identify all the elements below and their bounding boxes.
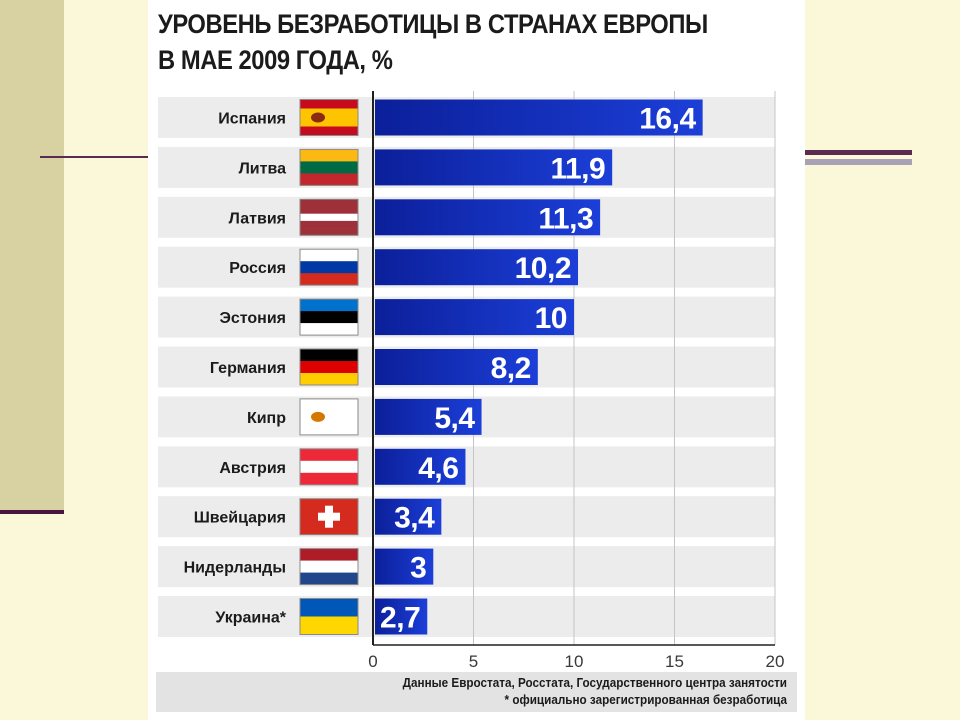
bar-value-label: 16,4	[639, 103, 696, 136]
flag-stripe	[300, 273, 358, 286]
decorative-line	[804, 150, 912, 155]
row-background	[158, 446, 775, 488]
bar	[375, 99, 703, 136]
flag-stripe	[300, 448, 358, 462]
bar	[375, 249, 579, 286]
flag-stripe	[300, 228, 358, 236]
category-label: Эстония	[219, 310, 286, 327]
category-label: Украина*	[215, 610, 286, 627]
flag-stripe	[300, 206, 358, 214]
chart-title: УРОВЕНЬ БЕЗРАБОТИЦЫ В СТРАНАХ ЕВРОПЫ В М…	[158, 6, 721, 78]
flag-stripe	[300, 572, 358, 585]
flag-stripe	[300, 149, 358, 162]
category-label: Германия	[210, 360, 286, 377]
x-tick-label: 15	[665, 652, 684, 671]
bar-value-label: 8,2	[491, 352, 531, 385]
flag-stripe	[300, 173, 358, 186]
flag-cross	[325, 505, 333, 528]
infographic-card: УРОВЕНЬ БЕЗРАБОТИЦЫ В СТРАНАХ ЕВРОПЫ В М…	[148, 0, 805, 720]
flag-stripe	[300, 598, 358, 617]
bar-value-label: 11,9	[550, 152, 605, 185]
bar-chart: 0 5 10 15 20 Испания 16,4 Литва 11,9 Латвия 11,3 Ро…	[158, 91, 785, 671]
category-label: Нидерланды	[184, 560, 286, 577]
flag-stripe	[300, 373, 358, 386]
flag-border	[299, 99, 359, 136]
category-label: Латвия	[229, 210, 286, 227]
decorative-line	[0, 510, 64, 514]
side-panel	[0, 0, 64, 512]
flag-stripe	[300, 323, 358, 336]
flag-stripe	[300, 361, 358, 374]
x-tick-label: 10	[565, 652, 584, 671]
flag-border	[299, 298, 359, 336]
flag-stripe	[300, 99, 358, 109]
flag-border	[299, 148, 359, 186]
flag-stripe	[300, 472, 358, 486]
bar-value-label: 10	[535, 302, 567, 335]
bar	[375, 498, 442, 535]
x-tick-label: 20	[766, 652, 785, 671]
flag-stripe	[300, 126, 358, 136]
footnote: * официально зарегистрированная безработ…	[504, 692, 787, 707]
category-label: Литва	[239, 160, 287, 177]
flag-stripe	[300, 213, 358, 222]
flag-stripe	[300, 261, 358, 274]
flag-border	[299, 548, 359, 586]
flag-stripe	[300, 349, 358, 362]
flag-stripe	[300, 117, 358, 127]
flag-border	[299, 498, 359, 536]
x-tick-label: 0	[368, 652, 377, 671]
bar-value-label: 11,3	[538, 202, 593, 235]
category-label: Швейцария	[194, 510, 286, 527]
flag-stripe	[300, 616, 358, 635]
flag-stripe	[300, 398, 358, 436]
bar-value-label: 10,2	[515, 252, 571, 285]
bar	[375, 199, 601, 236]
x-tick-label: 5	[469, 652, 478, 671]
bar	[375, 299, 574, 336]
bar	[375, 548, 434, 585]
bar	[375, 349, 538, 385]
flag-stripe	[300, 548, 358, 561]
flag-border	[299, 198, 359, 236]
flag-stripe	[300, 299, 358, 312]
chart-title-line: УРОВЕНЬ БЕЗРАБОТИЦЫ В СТРАНАХ ЕВРОПЫ	[158, 9, 708, 39]
flag-border	[299, 598, 359, 635]
bar-value-label: 3,4	[394, 502, 435, 535]
bar-value-label: 4,6	[418, 452, 458, 485]
bar	[375, 149, 613, 186]
row-background	[158, 546, 775, 588]
bar	[375, 448, 466, 485]
bar	[375, 598, 428, 635]
flag-border	[299, 398, 359, 436]
decorative-line	[804, 159, 912, 165]
category-label: Россия	[229, 260, 286, 277]
flag-stripe	[300, 311, 358, 324]
chart-subtitle-line: В МАЕ 2009 ГОДА, %	[158, 45, 393, 75]
flag-border	[299, 248, 359, 286]
bar-value-label: 5,4	[434, 402, 475, 435]
row-background	[158, 596, 775, 637]
flag-stripe	[300, 220, 358, 229]
bar-value-label: 2,7	[380, 602, 420, 635]
chart-footer: Данные Евростата, Росстата, Государствен…	[156, 672, 797, 712]
row-background	[158, 496, 775, 538]
category-label: Испания	[218, 111, 286, 128]
flag-stripe	[300, 460, 358, 474]
source-note: Данные Евростата, Росстата, Государствен…	[402, 675, 787, 690]
flag-emblem	[311, 112, 325, 123]
flag-border	[299, 348, 359, 386]
flag-stripe	[300, 199, 358, 207]
bar-value-label: 3	[410, 552, 426, 585]
decorative-line	[40, 156, 156, 158]
flag-stripe	[300, 560, 358, 573]
bar	[375, 398, 482, 435]
flag-stripe	[300, 249, 358, 262]
flag-stripe	[300, 161, 358, 174]
category-label: Кипр	[247, 410, 286, 427]
flag-border	[299, 448, 359, 486]
category-label: Австрия	[219, 460, 286, 477]
flag-stripe	[300, 108, 358, 118]
flag-emblem	[311, 411, 325, 422]
